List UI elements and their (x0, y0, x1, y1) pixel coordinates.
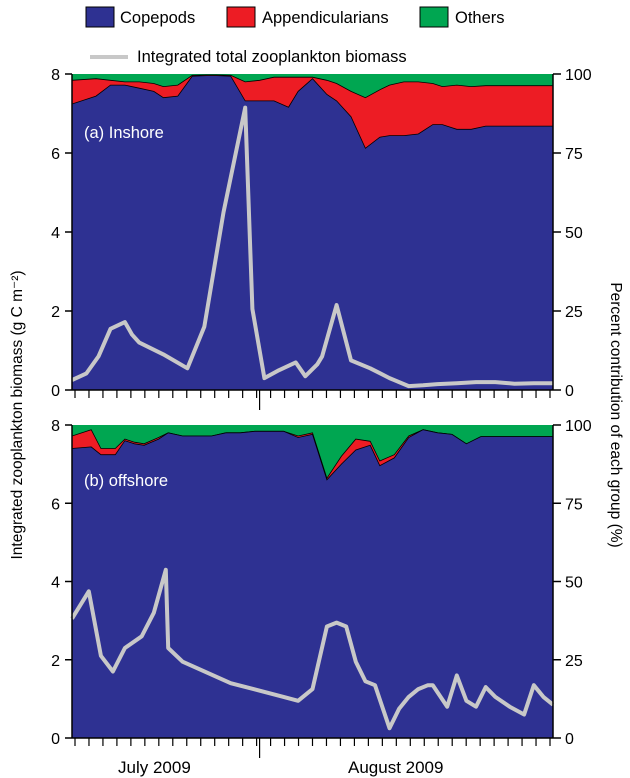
left-tick-label: 2 (51, 304, 60, 321)
panel-offshore: 0 2 4 6 8 0 25 50 75 100 (b) offshore (51, 418, 592, 758)
month-label-august: August 2009 (348, 758, 443, 777)
month-label-july: July 2009 (118, 758, 191, 777)
left-tick-label: 4 (51, 575, 60, 592)
legend-label-appendicularians: Appendicularians (262, 9, 389, 27)
left-tick-label: 0 (51, 383, 60, 400)
panel-inshore: 0 2 4 6 8 0 25 50 75 100 (a) Inshore (51, 67, 592, 410)
copepods-area (71, 75, 554, 391)
right-tick-label: 50 (565, 225, 583, 242)
right-tick-label: 75 (565, 146, 583, 163)
right-tick-label: 75 (565, 496, 583, 513)
biomass-line (71, 105, 553, 389)
right-tick-label: 50 (565, 575, 583, 592)
legend-label-copepods: Copepods (120, 9, 195, 27)
legend-label-others: Others (455, 9, 505, 27)
left-tick-label: 6 (51, 146, 60, 163)
legend: Copepods Appendicularians Others Integra… (85, 6, 505, 66)
legend-swatch-appendicularians (226, 6, 256, 28)
left-tick-label: 4 (51, 225, 60, 242)
panel-label: (b) offshore (84, 472, 168, 490)
right-tick-label: 0 (565, 731, 574, 748)
right-tick-label: 25 (565, 304, 583, 321)
right-axis-title: Percent contribution of each group (%) (607, 282, 624, 547)
right-tick-label: 100 (565, 418, 592, 435)
left-tick-label: 6 (51, 496, 60, 513)
legend-swatch-others (419, 6, 449, 28)
legend-label-biomass: Integrated total zooplankton biomass (137, 48, 407, 66)
panel-label: (a) Inshore (84, 124, 164, 142)
left-tick-label: 0 (51, 731, 60, 748)
right-tick-label: 100 (565, 67, 592, 84)
right-tick-label: 0 (565, 383, 574, 400)
left-axis-title: Integrated zooplankton biomass (g C m⁻²) (9, 270, 26, 559)
right-tick-label: 25 (565, 653, 583, 670)
left-tick-label: 8 (51, 418, 60, 435)
left-tick-label: 8 (51, 67, 60, 84)
biomass-line (70, 567, 555, 731)
copepods-area (71, 429, 554, 739)
left-tick-label: 2 (51, 653, 60, 670)
legend-swatch-copepods (85, 6, 115, 28)
